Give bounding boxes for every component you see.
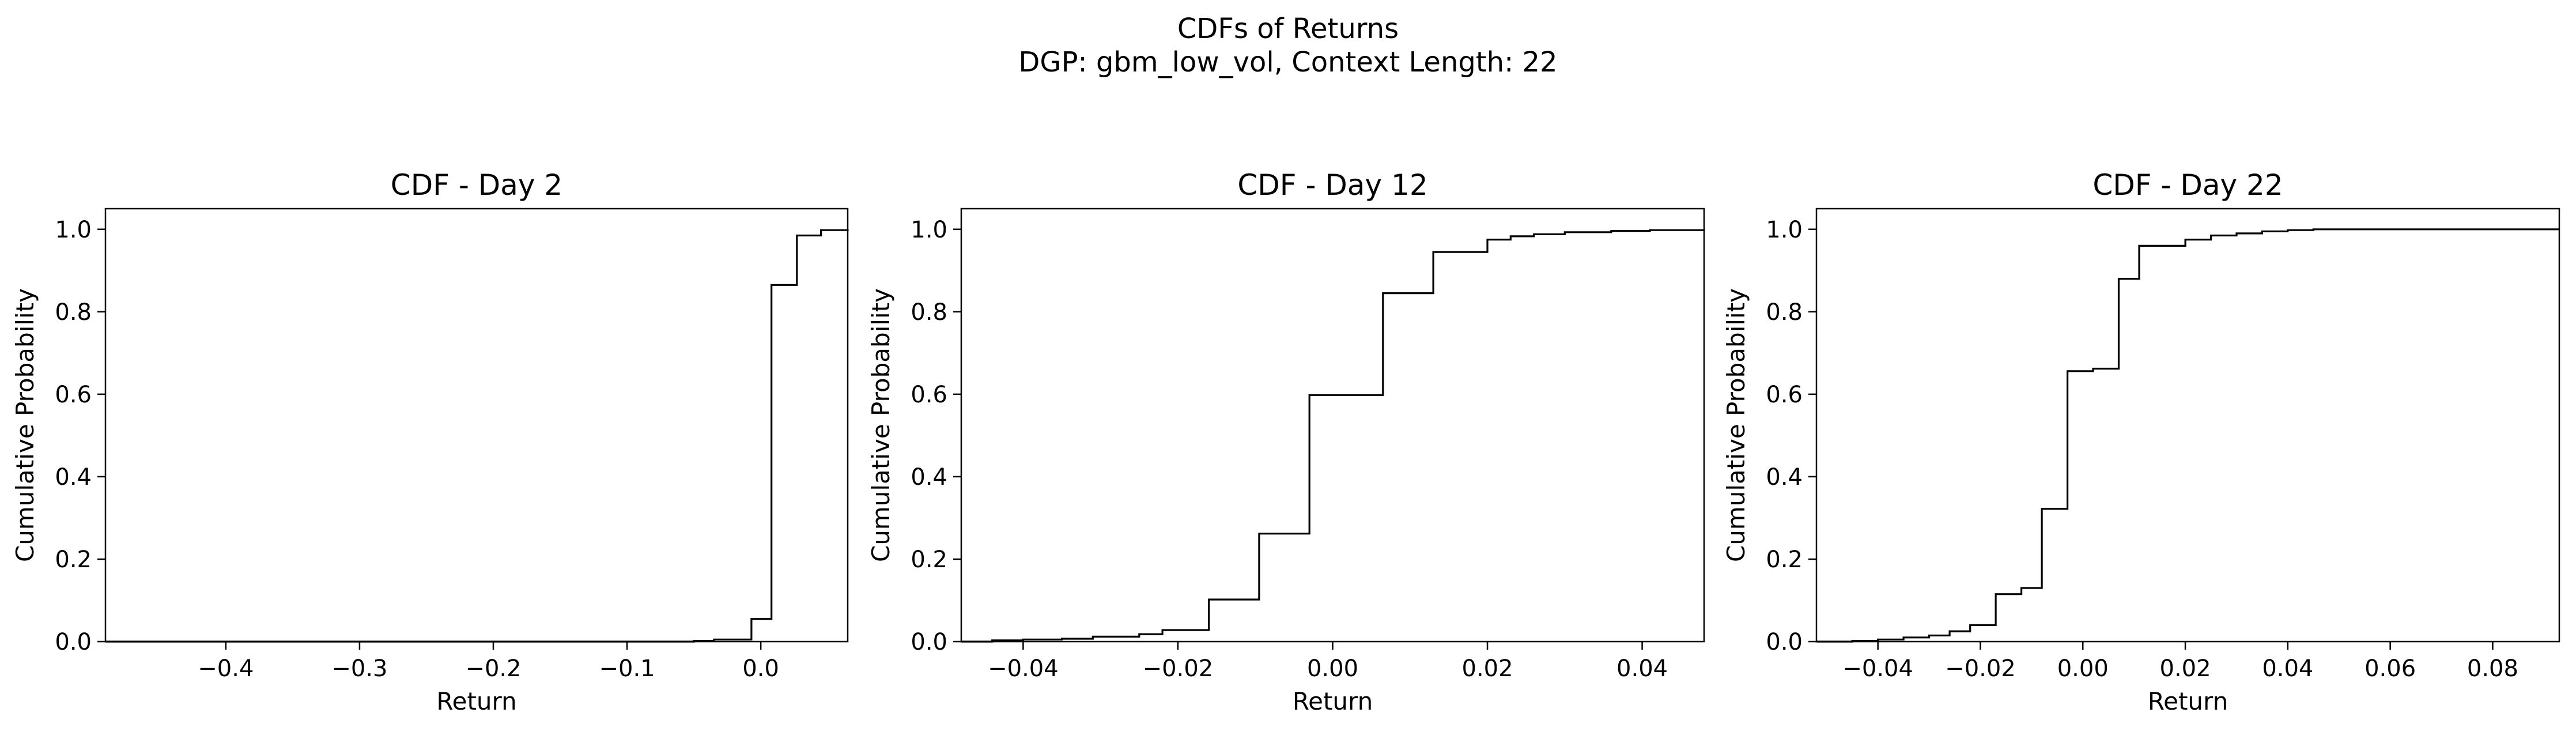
cdf-panel-day-2: −0.4 −0.3 −0.2 −0.1 0.0 0.0 0.2 0.4 0.6 0.8 1.0 CDF… xyxy=(11,168,849,715)
axes-frame xyxy=(104,208,849,643)
y-tick-label: 1.0 xyxy=(55,217,92,243)
y-tick-label: 0.6 xyxy=(911,382,947,408)
cdf-panel-day-22: −0.04 −0.02 0.00 0.02 0.04 0.06 0.08 0.0 0.2 0.4 0… xyxy=(1722,168,2560,715)
x-tick-label: −0.1 xyxy=(599,655,655,682)
y-tick-label: 0.4 xyxy=(55,464,92,491)
subplot-title: CDF - Day 22 xyxy=(2092,168,2283,202)
x-tick-label: −0.04 xyxy=(1842,655,1913,682)
y-tick-label: 0.4 xyxy=(911,464,947,491)
y-tick-label: 0.6 xyxy=(55,382,92,408)
x-tick-label: −0.3 xyxy=(331,655,387,682)
axes-frame xyxy=(1815,208,2560,643)
y-tick-label: 0.0 xyxy=(911,629,947,655)
x-tick-label: 0.00 xyxy=(1307,655,1358,682)
x-tick-label: 0.0 xyxy=(742,655,779,682)
subplot-title: CDF - Day 12 xyxy=(1237,168,1427,202)
y-axis-label: Cumulative Probability xyxy=(1722,288,1750,562)
x-tick-label: −0.2 xyxy=(465,655,521,682)
y-tick-label: 0.8 xyxy=(1766,299,1803,326)
y-tick-label: 0.6 xyxy=(1766,382,1803,408)
y-tick-label: 1.0 xyxy=(1766,217,1803,243)
figure-subtitle: DGP: gbm_low_vol, Context Length: 22 xyxy=(1018,46,1557,78)
x-tick-label: 0.02 xyxy=(2160,655,2211,682)
axes-frame xyxy=(960,208,1705,643)
cdf-panel-day-12: −0.04 −0.02 0.00 0.02 0.04 0.0 0.2 0.4 0.6 0.8 1.0… xyxy=(867,168,1705,715)
x-tick-label: −0.02 xyxy=(1143,655,1214,682)
x-tick-label: 0.08 xyxy=(2467,655,2518,682)
y-axis-label: Cumulative Probability xyxy=(11,288,39,562)
x-tick-label: 0.00 xyxy=(2057,655,2109,682)
y-tick-label: 0.0 xyxy=(55,629,92,655)
x-tick-label: −0.4 xyxy=(198,655,254,682)
y-tick-label: 0.2 xyxy=(55,546,92,573)
cdf-step-line xyxy=(105,229,849,643)
subplot-title: CDF - Day 2 xyxy=(391,168,562,202)
y-tick-label: 1.0 xyxy=(911,217,947,243)
x-tick-label: 0.06 xyxy=(2365,655,2416,682)
y-tick-label: 0.2 xyxy=(911,546,947,573)
cdf-step-line xyxy=(961,229,1705,643)
cdf-step-line xyxy=(1816,228,2559,643)
x-axis-label: Return xyxy=(436,687,516,715)
x-tick-label: 0.04 xyxy=(2262,655,2313,682)
figure-title: CDFs of Returns xyxy=(1177,13,1399,45)
y-tick-label: 0.8 xyxy=(55,299,92,326)
x-tick-label: −0.02 xyxy=(1945,655,2016,682)
y-tick-label: 0.0 xyxy=(1766,629,1803,655)
y-tick-label: 0.8 xyxy=(911,299,947,326)
x-axis-label: Return xyxy=(1293,687,1373,715)
y-tick-label: 0.4 xyxy=(1766,464,1803,491)
x-axis-label: Return xyxy=(2148,687,2228,715)
x-tick-label: −0.04 xyxy=(988,655,1059,682)
x-tick-label: 0.04 xyxy=(1616,655,1668,682)
x-tick-label: 0.02 xyxy=(1462,655,1513,682)
y-tick-label: 0.2 xyxy=(1766,546,1803,573)
y-axis-label: Cumulative Probability xyxy=(867,288,895,562)
